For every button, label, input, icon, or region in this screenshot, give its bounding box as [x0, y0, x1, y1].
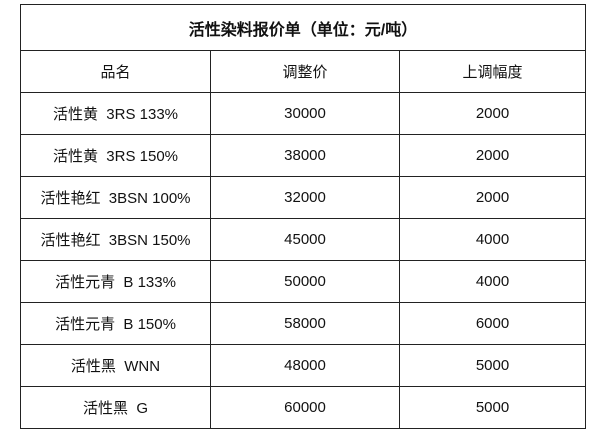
table-row: 活性黑 G 60000 5000 [20, 386, 586, 429]
table-row: 活性黄 3RS 133% 30000 2000 [20, 92, 586, 135]
increase: 2000 [399, 176, 586, 219]
adjusted-price: 50000 [210, 260, 400, 303]
increase: 2000 [399, 134, 586, 177]
column-header: 品名 [20, 50, 211, 93]
product-name: 活性艳红 3BSN 150% [20, 218, 211, 261]
table-row: 活性黑 WNN 48000 5000 [20, 344, 586, 387]
column-header: 上调幅度 [399, 50, 586, 93]
table-row: 活性艳红 3BSN 150% 45000 4000 [20, 218, 586, 261]
table-title: 活性染料报价单（单位：元/吨） [20, 4, 586, 51]
table-row: 活性黄 3RS 150% 38000 2000 [20, 134, 586, 177]
title-row: 活性染料报价单（单位：元/吨） [20, 4, 586, 51]
increase: 5000 [399, 386, 586, 429]
product-name: 活性元青 B 150% [20, 302, 211, 345]
adjusted-price: 32000 [210, 176, 400, 219]
adjusted-price: 45000 [210, 218, 400, 261]
product-name: 活性黄 3RS 150% [20, 134, 211, 177]
adjusted-price: 48000 [210, 344, 400, 387]
product-name: 活性黑 G [20, 386, 211, 429]
column-header: 调整价 [210, 50, 400, 93]
header-row: 品名 调整价 上调幅度 [20, 50, 586, 93]
increase: 6000 [399, 302, 586, 345]
table-row: 活性艳红 3BSN 100% 32000 2000 [20, 176, 586, 219]
table-row: 活性元青 B 150% 58000 6000 [20, 302, 586, 345]
adjusted-price: 38000 [210, 134, 400, 177]
table-body: 活性黄 3RS 133% 30000 2000 活性黄 3RS 150% 38000 20… [20, 92, 586, 429]
increase: 2000 [399, 92, 586, 135]
increase: 4000 [399, 260, 586, 303]
table-row: 活性元青 B 133% 50000 4000 [20, 260, 586, 303]
increase: 5000 [399, 344, 586, 387]
adjusted-price: 30000 [210, 92, 400, 135]
product-name: 活性黄 3RS 133% [20, 92, 211, 135]
adjusted-price: 58000 [210, 302, 400, 345]
product-name: 活性黑 WNN [20, 344, 211, 387]
product-name: 活性元青 B 133% [20, 260, 211, 303]
adjusted-price: 60000 [210, 386, 400, 429]
product-name: 活性艳红 3BSN 100% [20, 176, 211, 219]
increase: 4000 [399, 218, 586, 261]
price-table: 活性染料报价单（单位：元/吨） 品名 调整价 上调幅度 活性黄 3RS 133% 30… [20, 4, 586, 429]
